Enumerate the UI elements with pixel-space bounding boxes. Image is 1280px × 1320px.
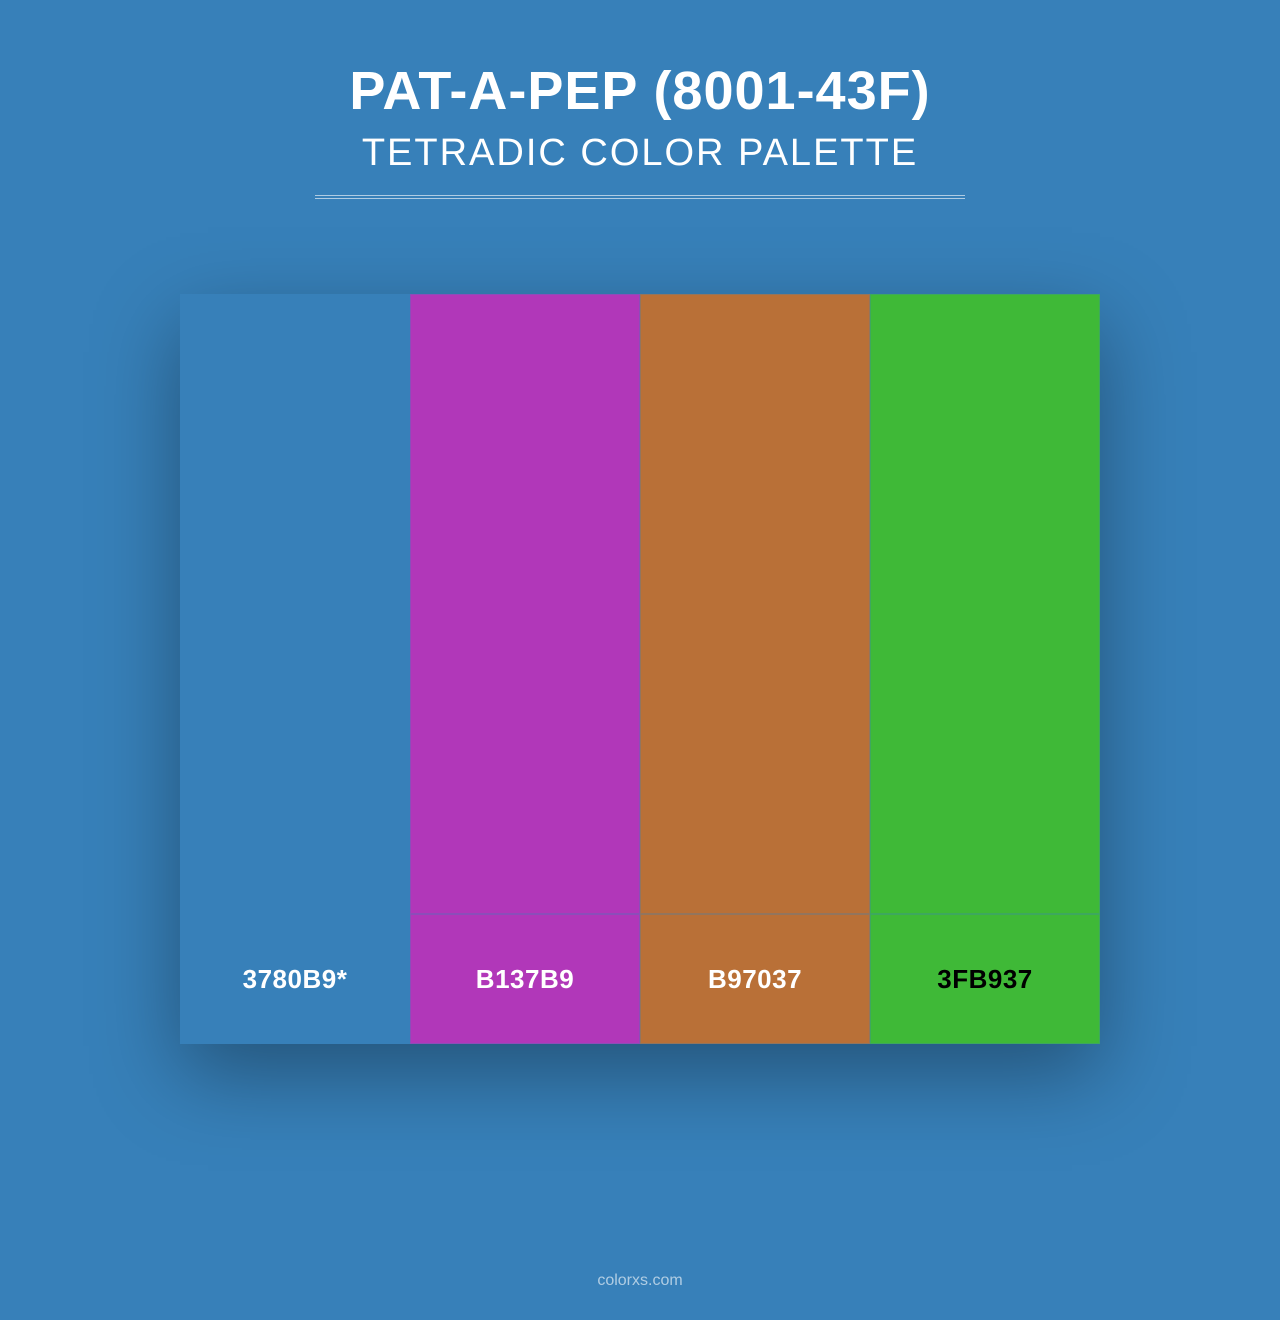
- swatch-row: [180, 294, 1100, 914]
- swatch-label-3: B97037: [640, 914, 870, 1044]
- swatch-3: [640, 294, 870, 914]
- divider-rule: [315, 195, 965, 199]
- header: PAT-A-PEP (8001-43F) TETRADIC COLOR PALE…: [0, 0, 1280, 199]
- swatch-2: [410, 294, 640, 914]
- palette-title: PAT-A-PEP (8001-43F): [0, 60, 1280, 122]
- swatch-label-4: 3FB937: [870, 914, 1100, 1044]
- swatch-label-1: 3780B9*: [180, 914, 410, 1044]
- swatch-4: [870, 294, 1100, 914]
- swatch-1: [180, 294, 410, 914]
- label-row: 3780B9* B137B9 B97037 3FB937: [180, 914, 1100, 1044]
- footer-credit: colorxs.com: [0, 1272, 1280, 1290]
- swatch-label-2: B137B9: [410, 914, 640, 1044]
- palette-subtitle: TETRADIC COLOR PALETTE: [0, 132, 1280, 175]
- palette-container: 3780B9* B137B9 B97037 3FB937: [180, 294, 1100, 1044]
